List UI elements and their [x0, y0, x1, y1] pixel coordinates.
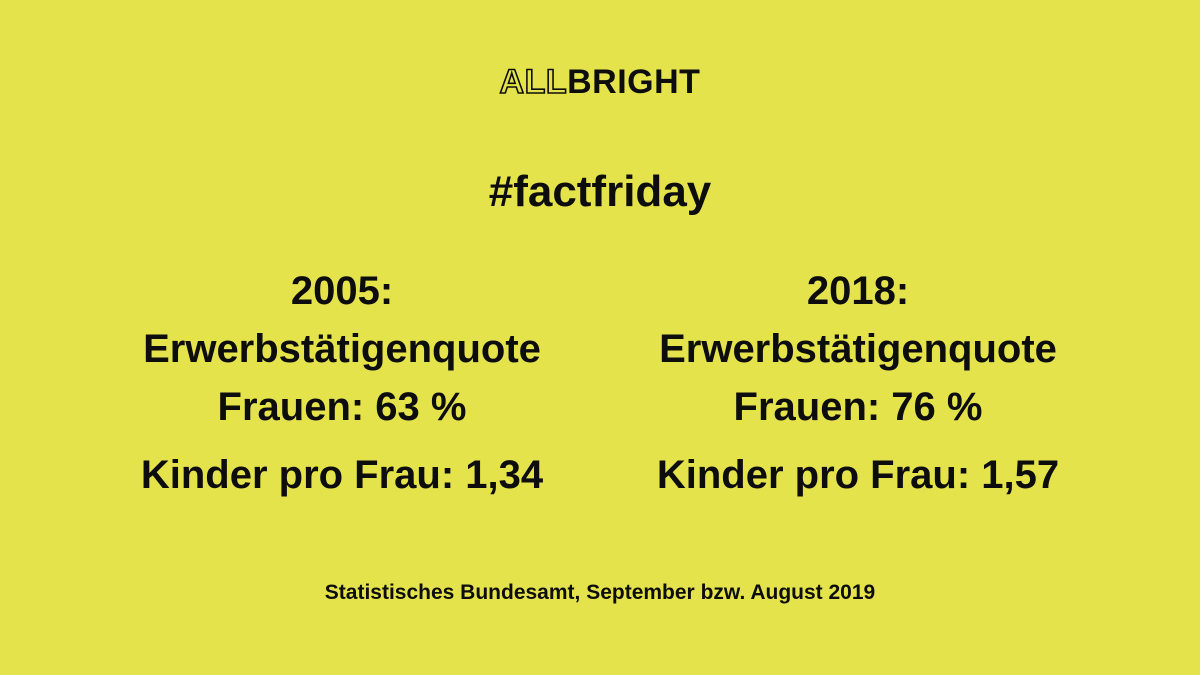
stat-column-2005: 2005: Erwerbstätigenquote Frauen: 63 % K…: [82, 262, 602, 504]
hashtag-title: #factfriday: [488, 167, 712, 216]
stat-employment-value: Frauen: 63 %: [217, 385, 467, 429]
stat-label: Erwerbstätigenquote: [659, 327, 1057, 371]
logo-outline-text: ALL: [499, 62, 568, 102]
stat-employment-value: Frauen: 76 %: [733, 385, 983, 429]
source-note: Statistisches Bundesamt, September bzw. …: [324, 581, 876, 604]
logo-solid-text: BRIGHT: [567, 63, 701, 101]
allbright-logo: ALLBRIGHT: [0, 62, 1200, 102]
stat-label: Erwerbstätigenquote: [143, 327, 541, 371]
stat-children-per-woman: Kinder pro Frau: 1,34: [140, 453, 544, 497]
stat-year: 2018:: [806, 269, 910, 313]
stat-year: 2005:: [290, 269, 394, 313]
stat-column-2018: 2018: Erwerbstätigenquote Frauen: 76 % K…: [598, 262, 1118, 504]
stat-children-per-woman: Kinder pro Frau: 1,57: [656, 453, 1060, 497]
